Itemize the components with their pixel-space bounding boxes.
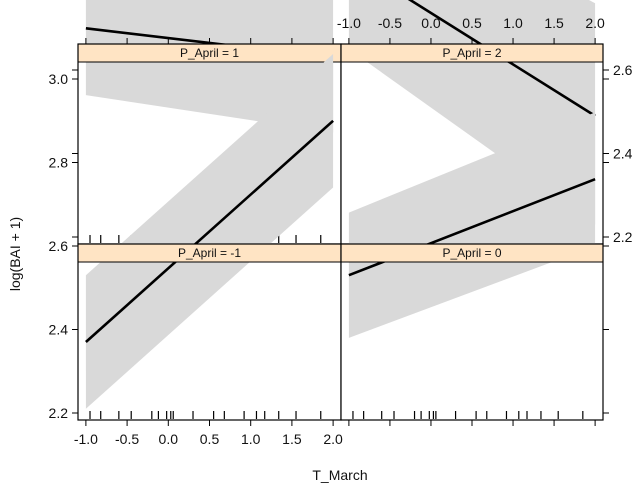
x-tick-label-top-1: -0.5 [378,15,402,31]
x-tick-label-bottom-1: -0.5 [115,431,139,447]
panel-p1-strip-label: P_April = 1 [180,46,239,60]
y-tick-label-left-2: 2.6 [49,238,69,254]
y-tick-label-left-3: 2.8 [49,155,69,171]
x-tick-label-bottom-4: 1.0 [241,431,261,447]
x-tick-label-top-6: 2.0 [585,15,605,31]
y-tick-label-right-2: 2.6 [613,62,633,78]
x-tick-label-bottom-5: 1.5 [282,431,302,447]
y-axis-title: log(BAI + 1) [7,217,23,291]
panel-p2-strip-label: P_April = 2 [442,46,501,60]
x-tick-label-bottom-6: 2.0 [323,431,343,447]
x-axis-title: T_March [312,467,367,483]
panel-p3-strip-label: P_April = -1 [178,246,241,260]
x-tick-label-top-3: 0.5 [462,15,482,31]
x-tick-label-top-4: 1.0 [503,15,523,31]
x-tick-label-bottom-0: -1.0 [74,431,98,447]
panel-p4-strip-label: P_April = 0 [442,246,501,260]
panel-p3-fit-line [85,119,334,343]
x-tick-label-top-5: 1.5 [544,15,564,31]
y-tick-label-left-0: 2.2 [49,405,69,421]
y-tick-label-left-4: 3.0 [49,71,69,87]
x-tick-label-top-2: 0.0 [421,15,441,31]
panel-p4-confidence-band [348,112,596,338]
y-tick-label-right-1: 2.4 [613,146,633,162]
x-tick-label-bottom-3: 0.5 [200,431,220,447]
panel-p1-confidence-band [85,0,334,133]
x-tick-label-bottom-2: 0.0 [159,431,179,447]
x-tick-label-top-0: -1.0 [337,15,361,31]
y-tick-label-left-1: 2.4 [49,322,69,338]
y-tick-label-right-0: 2.2 [613,229,633,245]
